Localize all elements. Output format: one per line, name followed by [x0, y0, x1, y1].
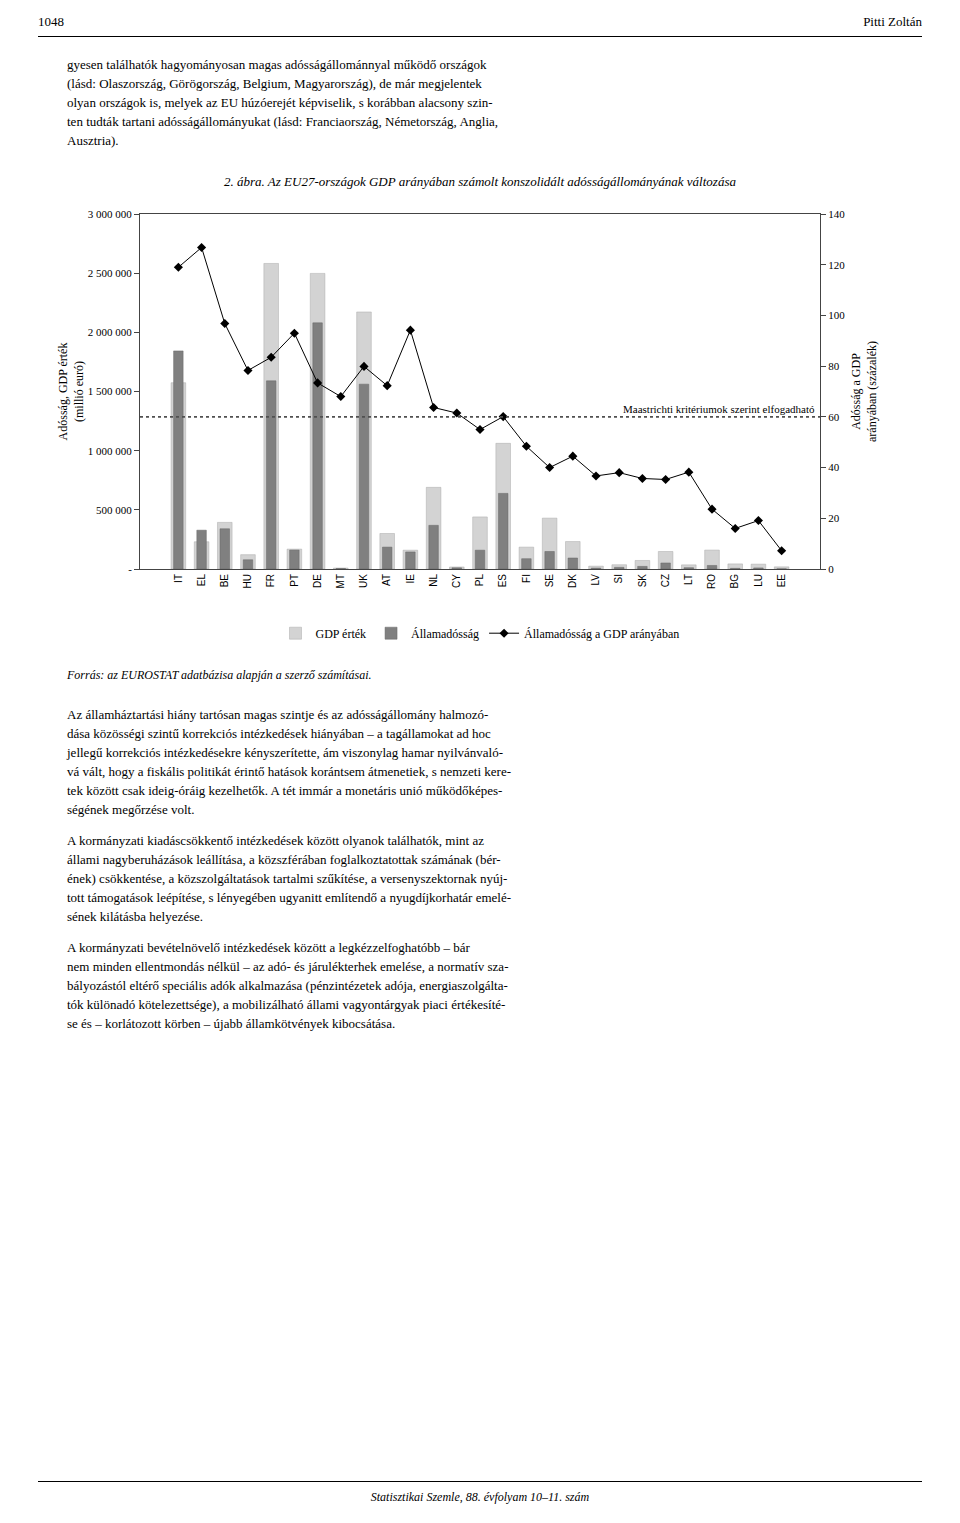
- svg-text:PT: PT: [289, 574, 300, 587]
- svg-text:IT: IT: [173, 574, 184, 583]
- svg-text:PL: PL: [474, 574, 485, 587]
- svg-text:100: 100: [828, 309, 845, 321]
- html-text:Forrás: az EUROSTAT adatbázisa: Forrás: az EUROSTAT adatbázisa alapján a…: [67, 668, 372, 682]
- svg-text:AT: AT: [381, 574, 392, 586]
- svg-text:LU: LU: [753, 574, 764, 587]
- svg-text:DE: DE: [312, 574, 323, 588]
- html-text:A kormányzati kiadáscsökkentő: A kormányzati kiadáscsökkentő intézkedés…: [67, 833, 511, 924]
- svg-text:1 500 000: 1 500 000: [88, 385, 133, 397]
- svg-text:EE: EE: [776, 574, 787, 588]
- html-text:1048: 1048: [38, 14, 64, 29]
- svg-text:120: 120: [828, 259, 845, 271]
- svg-text:0: 0: [828, 563, 834, 575]
- svg-text:LT: LT: [683, 574, 694, 585]
- svg-text:EL: EL: [196, 574, 207, 587]
- svg-text:NL: NL: [428, 574, 439, 587]
- html-text:Az államháztartási hiány tartó: Az államháztartási hiány tartósan magas …: [67, 707, 511, 817]
- svg-text:BE: BE: [219, 574, 230, 588]
- svg-text:SK: SK: [637, 574, 648, 588]
- svg-text:20: 20: [828, 512, 840, 524]
- svg-text:40: 40: [828, 461, 840, 473]
- svg-text:RO: RO: [706, 574, 717, 589]
- svg-text:FR: FR: [265, 574, 276, 587]
- svg-text:2 000 000: 2 000 000: [88, 326, 133, 338]
- svg-text:Államadósság a GDP arányában: Államadósság a GDP arányában: [524, 627, 679, 641]
- svg-text:SE: SE: [544, 574, 555, 588]
- svg-text:DK: DK: [567, 574, 578, 588]
- svg-text:3 000 000: 3 000 000: [88, 208, 133, 220]
- svg-text:ES: ES: [497, 574, 508, 588]
- svg-text:140: 140: [828, 208, 845, 220]
- svg-text:UK: UK: [358, 574, 369, 588]
- svg-text:Államadósság: Államadósság: [411, 627, 479, 641]
- svg-text:GDP érték: GDP érték: [316, 627, 367, 641]
- svg-text:CZ: CZ: [660, 574, 671, 587]
- svg-text:2 500 000: 2 500 000: [88, 267, 133, 279]
- svg-text:-: -: [128, 563, 132, 575]
- svg-text:Adósság, GDP érték(millió euró: Adósság, GDP érték(millió euró): [56, 343, 86, 441]
- html-text:A kormányzati bevételnövelő in: A kormányzati bevételnövelő intézkedések…: [67, 940, 509, 1031]
- svg-text:80: 80: [828, 360, 840, 372]
- svg-text:LV: LV: [590, 574, 601, 586]
- svg-text:2. ábra. Az EU27-országok GDP: 2. ábra. Az EU27-országok GDP arányában …: [224, 174, 736, 189]
- svg-text:FI: FI: [521, 574, 532, 583]
- html-text:Statisztikai Szemle, 88. évfol: Statisztikai Szemle, 88. évfolyam 10–11.…: [370, 1490, 590, 1504]
- svg-text:IE: IE: [405, 574, 416, 584]
- svg-text:Maastrichti kritériumok szerin: Maastrichti kritériumok szerint elfogadh…: [623, 403, 815, 415]
- svg-text:1 000 000: 1 000 000: [88, 445, 133, 457]
- svg-text:60: 60: [828, 411, 840, 423]
- svg-text:HU: HU: [242, 574, 253, 588]
- html-text:Pitti Zoltán: Pitti Zoltán: [863, 14, 922, 29]
- svg-text:SI: SI: [613, 574, 624, 583]
- html-text:gyesen találhatók hagyományosa: gyesen találhatók hagyományosan magas ad…: [67, 57, 498, 148]
- svg-text:500 000: 500 000: [96, 504, 132, 516]
- svg-text:BG: BG: [729, 574, 740, 589]
- svg-text:MT: MT: [335, 574, 346, 588]
- svg-text:Adósság a GDParányában (százal: Adósság a GDParányában (százalék): [849, 341, 879, 442]
- svg-text:CY: CY: [451, 574, 462, 588]
